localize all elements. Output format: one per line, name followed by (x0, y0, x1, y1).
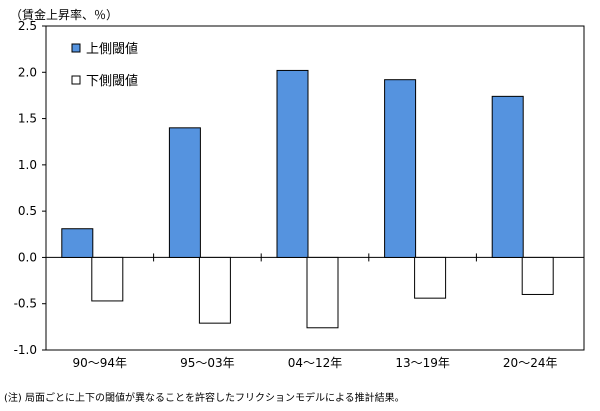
y-tick-label: 2.5 (18, 19, 37, 33)
x-tick-label: 13～19年 (395, 356, 450, 370)
x-tick-label: 20～24年 (503, 356, 558, 370)
bar-lower-threshold (521, 256, 554, 295)
legend-label: 下側閾値 (86, 73, 138, 89)
y-tick-label: -0.5 (14, 297, 37, 311)
x-tick-label: 90～94年 (73, 356, 128, 370)
bar-lower-threshold (306, 256, 339, 329)
y-tick-label: 0.5 (18, 204, 37, 218)
chart-note: (注) 局面ごとに上下の閾値が異なることを許容したフリクションモデルによる推計結… (4, 393, 405, 404)
y-tick-label: 1.0 (18, 158, 37, 172)
legend-swatch (71, 75, 81, 85)
y-tick-label: -1.0 (14, 343, 37, 357)
y-tick-label: 1.5 (18, 112, 37, 126)
bar-upper-threshold (61, 228, 94, 258)
x-tick-label: 95～03年 (180, 356, 235, 370)
bar-lower-threshold (414, 256, 447, 299)
bar-upper-threshold (491, 95, 524, 258)
bar-upper-threshold (276, 69, 309, 258)
bar-lower-threshold (198, 256, 231, 324)
bar-lower-threshold (91, 256, 124, 302)
y-tick-label: 2.0 (18, 65, 37, 79)
bar-upper-threshold (168, 127, 201, 258)
x-tick-label: 04～12年 (288, 356, 343, 370)
bar-upper-threshold (384, 79, 417, 258)
legend-swatch (71, 43, 81, 53)
plot-frame (45, 25, 585, 351)
y-tick-label: 0.0 (18, 250, 37, 264)
y-unit-label: （賃金上昇率、％） (10, 7, 118, 22)
legend-label: 上側閾値 (86, 41, 138, 57)
